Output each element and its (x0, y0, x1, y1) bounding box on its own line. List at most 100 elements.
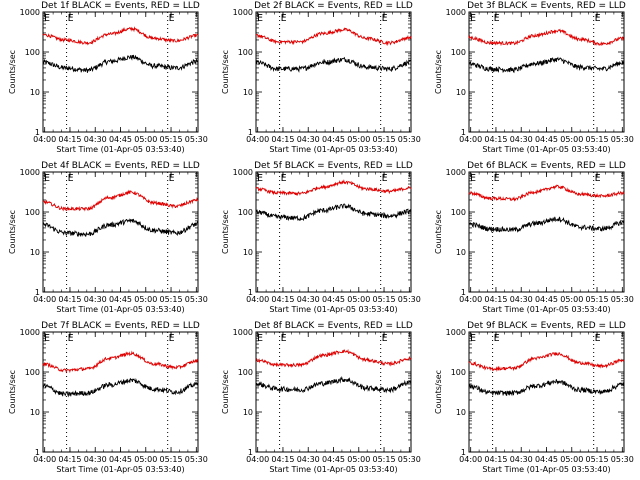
y-tick-label: 1000 (233, 168, 253, 177)
x-tick-label: 05:15 (160, 295, 183, 304)
x-tick-label: 04:15 (484, 135, 507, 144)
series-line-lld (255, 179, 412, 196)
x-tick-label: 04:15 (58, 135, 81, 144)
x-tick-label: 05:30 (398, 135, 421, 144)
event-marker-label: E (470, 333, 476, 344)
x-tick-label: 04:15 (484, 455, 507, 464)
series-line-lld (468, 184, 625, 202)
x-tick-label: 04:45 (535, 135, 558, 144)
x-tick-label: 04:15 (58, 295, 81, 304)
series-line-lld (468, 28, 625, 47)
y-tick-label: 1 (461, 448, 466, 457)
y-tick-label: 1 (248, 128, 253, 137)
series-line-events (468, 379, 625, 397)
x-tick-label: 04:45 (109, 135, 132, 144)
y-tick-label: 100 (451, 48, 466, 57)
event-marker-label: E (68, 13, 74, 24)
panel-title: Det 9f BLACK = Events, RED = LLD (467, 321, 626, 331)
event-marker-label: E (595, 13, 601, 24)
panel-title: Det 7f BLACK = Events, RED = LLD (41, 321, 200, 331)
y-tick-label: 10 (456, 408, 466, 417)
y-axis-label: Counts/sec (221, 50, 230, 94)
x-tick-label: 05:00 (560, 295, 583, 304)
y-axis-label: Counts/sec (8, 370, 17, 414)
event-marker-label: E (382, 333, 388, 344)
event-marker-label: E (281, 333, 287, 344)
x-tick-label: 05:00 (134, 295, 157, 304)
y-tick-label: 10 (456, 88, 466, 97)
detector-panel-7: Det 7f BLACK = Events, RED = LLD 1 10 100 10… (8, 321, 208, 474)
event-marker-label: E (169, 173, 175, 184)
y-tick-label: 1 (461, 288, 466, 297)
detector-panel-6: Det 6f BLACK = Events, RED = LLD 1 10 100 10… (434, 161, 634, 314)
detector-panel-2: Det 2f BLACK = Events, RED = LLD 1 10 100 10… (221, 1, 421, 154)
y-tick-label: 1000 (20, 168, 40, 177)
series-line-events (468, 56, 625, 74)
x-tick-label: 05:30 (611, 455, 634, 464)
x-tick-label: 05:15 (160, 135, 183, 144)
detector-panel-3: Det 3f BLACK = Events, RED = LLD 1 10 100 10… (434, 1, 634, 154)
event-marker-label: E (494, 333, 500, 344)
y-tick-label: 10 (243, 88, 253, 97)
y-tick-label: 1 (248, 448, 253, 457)
y-axis-label: Counts/sec (434, 210, 443, 254)
detector-panel-8: Det 8f BLACK = Events, RED = LLD 1 10 100 10… (221, 321, 421, 474)
x-tick-label: 05:15 (586, 295, 609, 304)
x-axis-label: Start Time (01-Apr-05 03:53:40) (482, 145, 610, 154)
x-tick-label: 05:00 (134, 455, 157, 464)
y-tick-label: 1000 (233, 328, 253, 337)
y-tick-label: 100 (25, 208, 40, 217)
y-tick-label: 10 (243, 408, 253, 417)
event-marker-label: E (44, 13, 50, 24)
x-axis-label: Start Time (01-Apr-05 03:53:40) (56, 145, 184, 154)
x-tick-label: 04:00 (459, 135, 482, 144)
y-tick-label: 1 (35, 288, 40, 297)
y-tick-label: 10 (30, 248, 40, 257)
x-tick-label: 04:15 (271, 135, 294, 144)
y-tick-label: 1 (248, 288, 253, 297)
y-tick-label: 10 (30, 408, 40, 417)
y-tick-label: 100 (25, 368, 40, 377)
x-axis-label: Start Time (01-Apr-05 03:53:40) (56, 465, 184, 474)
y-tick-label: 1000 (446, 8, 466, 17)
x-tick-label: 04:45 (322, 135, 345, 144)
x-tick-label: 04:30 (84, 455, 107, 464)
panel-title: Det 5f BLACK = Events, RED = LLD (254, 161, 413, 171)
event-marker-label: E (595, 333, 601, 344)
y-tick-label: 1 (35, 128, 40, 137)
event-marker-label: E (44, 173, 50, 184)
panel-title: Det 4f BLACK = Events, RED = LLD (41, 161, 200, 171)
event-marker-label: E (595, 173, 601, 184)
series-line-events (255, 56, 412, 73)
series-line-events (255, 203, 412, 222)
series-line-events (255, 375, 412, 394)
y-tick-label: 100 (238, 48, 253, 57)
detector-panel-9: Det 9f BLACK = Events, RED = LLD 1 10 100 10… (434, 321, 634, 474)
x-tick-label: 05:00 (347, 455, 370, 464)
x-tick-label: 05:00 (560, 455, 583, 464)
y-tick-label: 1 (35, 448, 40, 457)
x-tick-label: 04:30 (510, 135, 533, 144)
x-tick-label: 04:30 (84, 295, 107, 304)
event-marker-label: E (382, 173, 388, 184)
x-tick-label: 05:15 (586, 455, 609, 464)
x-tick-label: 05:00 (347, 295, 370, 304)
x-tick-label: 05:30 (185, 455, 208, 464)
y-tick-label: 1 (461, 128, 466, 137)
x-axis-label: Start Time (01-Apr-05 03:53:40) (269, 145, 397, 154)
panel-title: Det 6f BLACK = Events, RED = LLD (467, 161, 626, 171)
x-tick-label: 04:45 (109, 295, 132, 304)
x-tick-label: 04:00 (33, 295, 56, 304)
y-axis-label: Counts/sec (434, 370, 443, 414)
series-line-lld (42, 189, 199, 212)
event-marker-label: E (68, 333, 74, 344)
x-tick-label: 05:15 (586, 135, 609, 144)
x-axis-label: Start Time (01-Apr-05 03:53:40) (56, 305, 184, 314)
y-tick-label: 1000 (20, 328, 40, 337)
x-tick-label: 04:45 (322, 455, 345, 464)
x-axis-label: Start Time (01-Apr-05 03:53:40) (482, 465, 610, 474)
x-axis-label: Start Time (01-Apr-05 03:53:40) (269, 465, 397, 474)
x-tick-label: 04:45 (322, 295, 345, 304)
x-tick-label: 05:00 (134, 135, 157, 144)
